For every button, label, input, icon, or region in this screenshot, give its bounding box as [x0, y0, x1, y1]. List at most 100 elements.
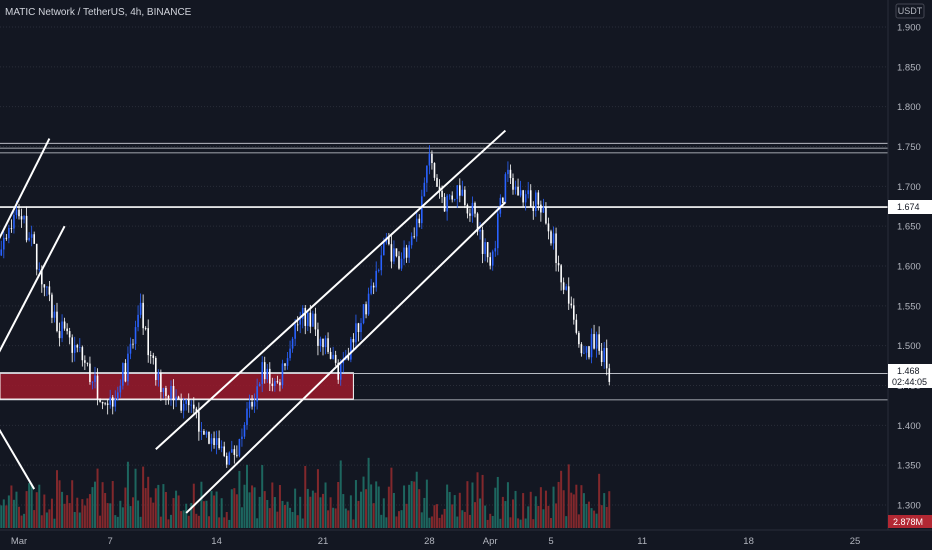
volume-bar [205, 500, 208, 528]
last-price-badge-box [888, 364, 932, 388]
candle-body [486, 242, 489, 258]
candle-body [532, 206, 535, 211]
time-axis-labels: Mar 7 14 21 28 Apr 5 11 18 25 [11, 536, 860, 547]
trend-line[interactable] [0, 225, 66, 401]
volume-bar [71, 480, 74, 528]
volume-bar [479, 498, 482, 528]
candle-body [91, 381, 94, 383]
volume-bar [167, 519, 170, 528]
volume-bar [12, 499, 15, 528]
trend-lines [0, 129, 507, 514]
volume-bar [418, 489, 421, 528]
candle-body [58, 331, 61, 339]
volume-bar [400, 510, 403, 528]
volume-bar [410, 481, 413, 528]
currency-label: USDT [898, 6, 923, 16]
price-axis-panel[interactable] [888, 0, 932, 530]
candle-body [400, 258, 403, 269]
candle-body [352, 339, 355, 343]
volume-bar [132, 497, 134, 528]
candle-body [418, 218, 421, 224]
candle-body [13, 214, 15, 229]
volume-bar [349, 495, 352, 528]
volume-bar [392, 492, 395, 528]
price-tick-label: 1.900 [897, 23, 921, 34]
volume-bar [175, 490, 178, 528]
candle-body [545, 207, 547, 224]
price-tick-label: 1.350 [897, 461, 921, 472]
candle-body [190, 404, 193, 406]
volume-bar [142, 466, 145, 528]
candle-body [53, 311, 56, 318]
candle-body [575, 319, 578, 333]
trend-line[interactable] [185, 201, 507, 514]
candle-body [203, 431, 205, 435]
candle-body [94, 375, 96, 382]
candle-body [380, 255, 383, 271]
candle-body [243, 424, 246, 437]
candle-body [393, 248, 395, 262]
time-axis-panel[interactable] [0, 530, 932, 550]
candlestick-series [0, 145, 611, 468]
volume-bar [273, 497, 276, 528]
candle-body [18, 209, 20, 217]
candle-body [41, 268, 43, 285]
candle-body [205, 431, 208, 435]
volume-bar [94, 481, 96, 528]
volume-badge-box [888, 515, 932, 528]
volume-bar [137, 500, 140, 528]
volume-bar [284, 504, 286, 528]
candle-body [30, 234, 33, 238]
level-badge-text: 1.674 [897, 202, 920, 212]
trend-line[interactable] [155, 129, 507, 450]
volume-bar [88, 494, 91, 528]
volume-bar [152, 502, 155, 528]
candle-body [497, 213, 499, 249]
candle-body [421, 196, 423, 224]
volume-bar [329, 497, 332, 528]
volume-bar [235, 494, 238, 528]
volume-bar [202, 501, 205, 528]
candle-body [152, 355, 155, 358]
volume-badge-text: 2.878M [893, 517, 923, 527]
volume-bar [598, 473, 601, 528]
volume-bar [446, 484, 449, 528]
candle-body [215, 438, 218, 445]
volume-bar [134, 468, 137, 528]
volume-bar [182, 510, 185, 528]
candle-body [233, 449, 236, 455]
trend-line[interactable] [0, 138, 51, 290]
volume-bar [116, 516, 119, 528]
volume-bar [61, 491, 64, 528]
volume-bar [428, 517, 431, 528]
volume-bar [608, 491, 611, 528]
candle-body [101, 401, 104, 404]
time-tick-label: 5 [548, 536, 553, 547]
volume-bar [605, 506, 608, 528]
volume-bar [458, 492, 461, 528]
candle-body [367, 293, 370, 315]
volume-bar [534, 496, 537, 528]
candle-body [155, 357, 157, 381]
volume-bar [76, 497, 79, 528]
volume-bar [294, 488, 297, 528]
candle-body [476, 213, 479, 232]
volume-bar [225, 511, 228, 528]
candle-body [388, 237, 390, 245]
volume-bar [425, 479, 428, 528]
level-badge-box [888, 200, 932, 214]
candle-body [395, 248, 398, 257]
trend-line[interactable] [0, 386, 36, 490]
candle-body [263, 362, 266, 380]
volume-bar [309, 496, 312, 528]
volume-bar [129, 506, 132, 528]
volume-bar [99, 515, 102, 528]
candle-body [448, 195, 451, 197]
candle-body [269, 368, 271, 384]
volume-bar [415, 471, 418, 528]
currency-box[interactable] [895, 3, 925, 19]
volume-bar [461, 510, 464, 528]
volume-bar [33, 510, 36, 528]
candle-body [276, 381, 279, 383]
